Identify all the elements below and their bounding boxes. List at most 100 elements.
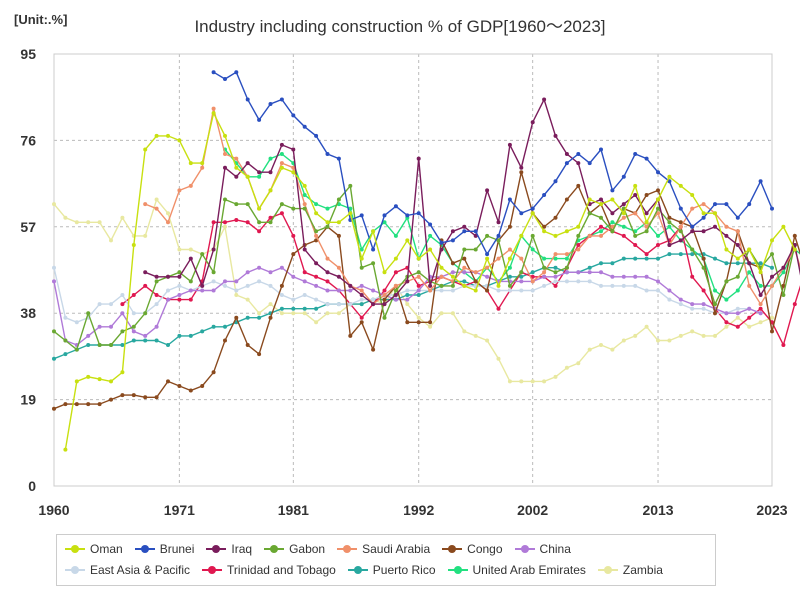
data-point-united-arab-emirates [758, 283, 763, 288]
legend-item-congo[interactable]: Congo [442, 540, 503, 558]
data-point-east-asia-pacific [279, 293, 284, 297]
data-point-china [610, 274, 615, 279]
data-point-congo [211, 370, 216, 375]
data-point-trinidad-and-tobago [131, 293, 136, 297]
data-point-congo [223, 338, 227, 343]
data-point-saudi-arabia [690, 206, 695, 211]
data-point-puerto-rico [188, 333, 193, 338]
data-point-saudi-arabia [359, 288, 364, 293]
legend-item-saudi-arabia[interactable]: Saudi Arabia [337, 540, 430, 558]
data-point-oman [564, 229, 569, 234]
data-point-congo [485, 288, 490, 293]
data-point-zambia [177, 247, 182, 252]
data-point-east-asia-pacific [690, 306, 695, 311]
data-point-iraq [770, 274, 774, 279]
data-point-puerto-rico [63, 352, 68, 357]
data-point-iraq [701, 229, 706, 234]
data-point-oman [109, 379, 113, 384]
data-point-gabon [564, 265, 569, 270]
y-tick-label: 57 [20, 219, 36, 235]
data-point-china [325, 288, 330, 293]
data-point-iraq [599, 197, 603, 202]
legend-item-oman[interactable]: Oman [65, 540, 123, 558]
data-point-trinidad-and-tobago [257, 229, 262, 234]
data-point-oman [348, 211, 353, 216]
data-point-china [188, 288, 193, 293]
legend-item-iraq[interactable]: Iraq [206, 540, 252, 558]
chart-title: Industry including construction % of GDP… [194, 17, 606, 36]
data-point-congo [701, 256, 706, 261]
data-point-east-asia-pacific [371, 297, 376, 302]
data-point-oman [257, 206, 262, 211]
data-point-oman [336, 220, 341, 225]
data-point-east-asia-pacific [735, 306, 740, 311]
data-point-oman [166, 133, 170, 138]
data-point-iraq [667, 243, 672, 247]
data-point-east-asia-pacific [701, 306, 706, 311]
data-point-puerto-rico [667, 252, 672, 257]
data-point-congo [200, 384, 205, 388]
data-point-iraq [758, 293, 763, 297]
data-point-puerto-rico [166, 343, 170, 347]
data-point-congo [678, 220, 683, 225]
data-point-zambia [52, 202, 56, 207]
legend-item-east-asia-pacific[interactable]: East Asia & Pacific [65, 561, 190, 579]
legend-label: China [539, 542, 571, 556]
legend-item-brunei[interactable]: Brunei [134, 540, 194, 558]
legend-item-china[interactable]: China [514, 540, 571, 558]
data-point-trinidad-and-tobago [792, 302, 797, 307]
data-point-east-asia-pacific [519, 288, 524, 293]
data-point-saudi-arabia [542, 270, 547, 275]
data-point-iraq [302, 247, 307, 252]
y-tick-label: 0 [28, 478, 36, 494]
data-point-trinidad-and-tobago [690, 274, 695, 279]
data-point-oman [211, 111, 216, 116]
data-point-oman [86, 374, 91, 379]
data-point-iraq [439, 247, 444, 252]
data-point-saudi-arabia [177, 188, 182, 193]
data-point-brunei [770, 206, 774, 211]
data-point-trinidad-and-tobago [553, 283, 558, 288]
data-point-iraq [166, 274, 170, 279]
data-point-brunei [336, 156, 341, 161]
legend-item-trinidad-and-tobago[interactable]: Trinidad and Tobago [202, 561, 336, 579]
legend-label: Saudi Arabia [362, 542, 431, 556]
data-point-china [279, 265, 284, 270]
data-point-congo [781, 283, 786, 288]
data-point-saudi-arabia [724, 224, 729, 229]
data-point-iraq [690, 229, 695, 234]
data-point-congo [279, 283, 284, 288]
data-point-brunei [690, 224, 695, 229]
data-point-brunei [268, 102, 273, 106]
data-point-east-asia-pacific [656, 288, 660, 293]
data-point-zambia [564, 365, 569, 370]
data-point-china [724, 311, 729, 316]
data-point-saudi-arabia [143, 202, 148, 207]
legend-item-puerto-rico[interactable]: Puerto Rico [347, 561, 436, 579]
data-point-gabon [325, 224, 330, 229]
data-point-trinidad-and-tobago [291, 233, 296, 238]
data-point-brunei [485, 252, 490, 257]
data-point-oman [656, 197, 660, 202]
data-point-china [519, 279, 524, 284]
data-point-china [291, 274, 296, 279]
legend-item-united-arab-emirates[interactable]: United Arab Emirates [447, 561, 586, 579]
data-point-saudi-arabia [576, 247, 581, 252]
data-point-gabon [223, 197, 227, 202]
data-point-oman [200, 161, 205, 166]
legend-item-zambia[interactable]: Zambia [597, 561, 663, 579]
data-point-iraq [234, 174, 239, 179]
data-point-iraq [177, 274, 182, 279]
data-point-gabon [439, 283, 444, 288]
data-point-congo [234, 315, 239, 320]
data-point-brunei [633, 152, 638, 156]
data-point-east-asia-pacific [587, 279, 592, 284]
data-point-gabon [268, 220, 273, 225]
data-point-east-asia-pacific [610, 283, 615, 288]
data-point-china [245, 270, 250, 275]
legend-item-gabon[interactable]: Gabon [264, 540, 325, 558]
data-point-gabon [302, 206, 307, 211]
data-point-puerto-rico [735, 261, 740, 266]
data-point-brunei [234, 70, 239, 75]
data-point-zambia [667, 338, 672, 343]
